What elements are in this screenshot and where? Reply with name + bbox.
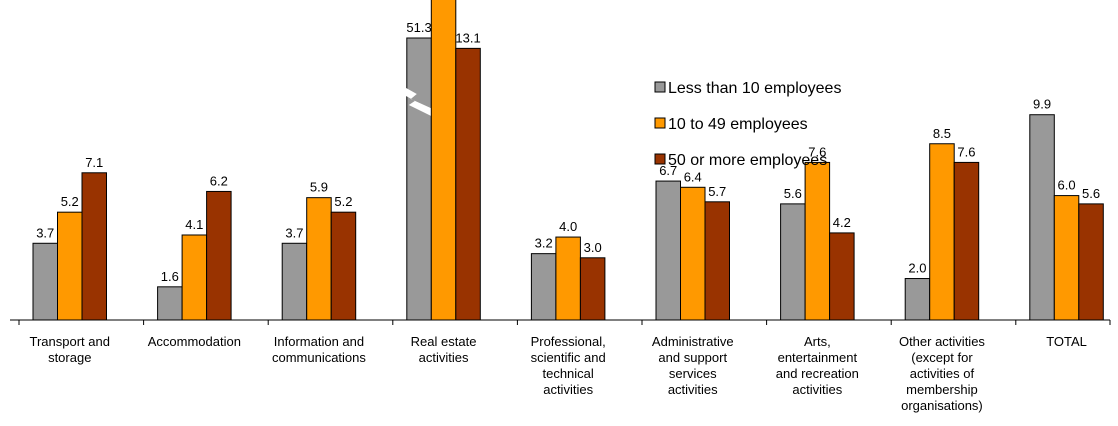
value-label-3-5: 3.0: [584, 240, 602, 255]
value-label-1-5: 3.2: [535, 236, 553, 251]
value-label-1-1: 3.7: [36, 225, 54, 240]
value-label-2-3: 5.9: [310, 180, 328, 195]
value-label-1-6: 6.7: [659, 163, 677, 178]
bar-1-4: [406, 37, 432, 321]
value-label-2-7: 7.6: [808, 144, 826, 159]
category-label-1: Transport and storage: [30, 334, 110, 365]
value-label-1-3: 3.7: [285, 225, 303, 240]
value-label-1-4: 51.3: [406, 20, 431, 35]
bar-2-3: [306, 197, 332, 321]
value-label-3-4: 13.1: [455, 30, 480, 45]
category-label-8: Other activities (except for activities of…: [899, 334, 985, 413]
legend-swatch-2: [654, 117, 666, 129]
bar-3-3: [330, 211, 357, 321]
bar-3-7: [829, 232, 855, 321]
value-label-2-5: 4.0: [559, 219, 577, 234]
value-label-3-7: 4.2: [833, 215, 851, 230]
value-label-1-9: 9.9: [1033, 97, 1051, 112]
bar-2-5: [555, 236, 581, 321]
legend-swatch-1: [654, 81, 666, 93]
legend-swatch-3: [654, 153, 666, 165]
legend: Less than 10 employees 10 to 49 employees…: [654, 80, 841, 169]
bar-1-5: [530, 253, 557, 321]
bar-2-8: [929, 143, 955, 321]
category-labels-layer: Transport and storage Accommodation Informa…: [30, 334, 1087, 413]
bar-3-6: [704, 201, 730, 321]
value-label-1-8: 2.0: [908, 261, 926, 276]
axis-break-mark: [400, 85, 438, 119]
bar-2-2: [181, 234, 208, 321]
value-labels-layer: 3.75.27.11.64.16.23.75.95.251.327.513.13…: [36, 20, 1100, 284]
category-label-6: Administrative and support services activit…: [652, 334, 734, 397]
value-label-2-1: 5.2: [61, 194, 79, 209]
bar-2-1: [57, 211, 83, 321]
bar-1-8: [904, 278, 931, 321]
bar-2-6: [680, 186, 706, 321]
value-label-2-8: 8.5: [933, 126, 951, 141]
category-label-2: Accommodation: [148, 334, 241, 349]
value-label-3-8: 7.6: [957, 144, 975, 159]
bar-1-9: [1029, 114, 1055, 321]
category-label-9: TOTAL: [1046, 334, 1087, 349]
category-label-4: Real estate activities: [411, 334, 477, 365]
value-label-3-3: 5.2: [334, 194, 352, 209]
value-label-1-7: 5.6: [784, 186, 802, 201]
value-label-2-6: 6.4: [684, 169, 702, 184]
category-label-5: Professional, scientific and technical acti…: [531, 334, 606, 397]
bar-2-7: [804, 161, 831, 321]
bar-1-7: [780, 203, 806, 321]
legend-label-1: Less than 10 employees: [668, 80, 841, 97]
value-label-3-6: 5.7: [708, 184, 726, 199]
bar-3-4: [455, 47, 481, 321]
bar-3-2: [206, 190, 232, 321]
bar-1-3: [281, 242, 308, 321]
bar-2-9: [1053, 195, 1080, 321]
bars-layer: [32, 0, 1104, 321]
bar-1-2: [157, 286, 183, 321]
legend-label-3: 50 or more employees: [668, 152, 827, 169]
value-label-1-2: 1.6: [161, 269, 179, 284]
bar-2-4: [430, 0, 457, 321]
value-label-3-2: 6.2: [210, 173, 228, 188]
value-label-3-1: 7.1: [85, 155, 103, 170]
bar-1-1: [32, 242, 58, 321]
legend-label-2: 10 to 49 employees: [668, 116, 808, 133]
category-label-7: Arts, entertainment and recreation activiti…: [776, 334, 859, 397]
bar-3-5: [579, 257, 606, 321]
value-label-3-9: 5.6: [1082, 186, 1100, 201]
bar-3-9: [1078, 203, 1104, 321]
value-label-2-9: 6.0: [1058, 178, 1076, 193]
bar-3-1: [81, 172, 107, 321]
x-axis-ticks: [18, 320, 1111, 325]
value-label-2-2: 4.1: [185, 217, 203, 232]
bar-1-6: [655, 180, 681, 321]
bar-3-8: [953, 161, 980, 321]
category-label-3: Information and communications: [272, 334, 366, 365]
